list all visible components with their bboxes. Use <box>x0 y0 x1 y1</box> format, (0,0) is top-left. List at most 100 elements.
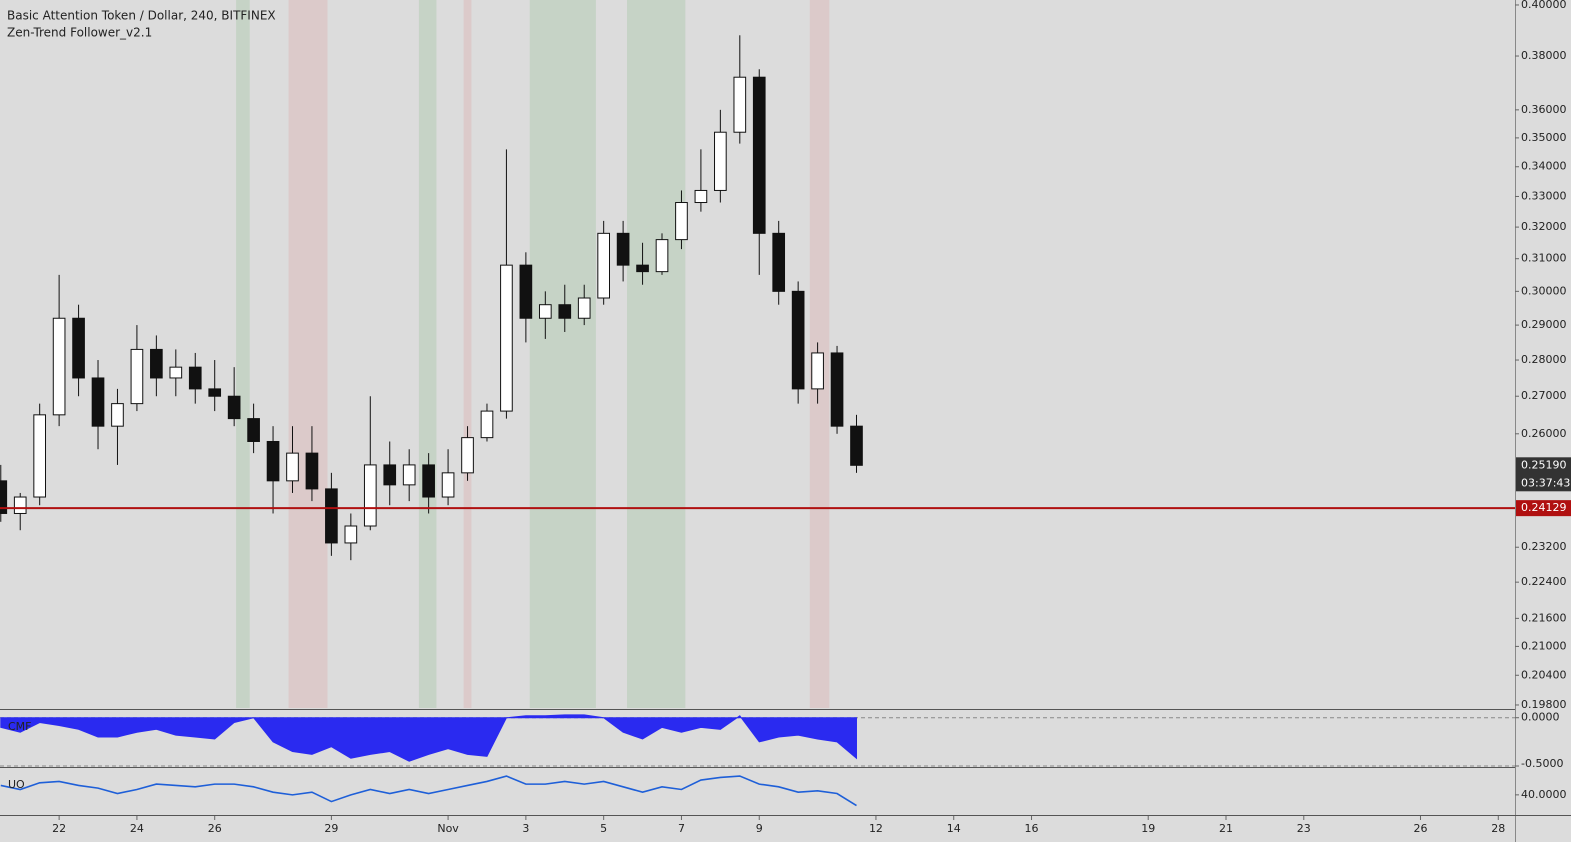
x-tick-label: 26 <box>1413 822 1427 835</box>
candle-body <box>52 317 66 416</box>
candle-body <box>422 464 435 498</box>
x-tick-label: 14 <box>947 822 961 835</box>
y-tick-label: 0.20400 <box>1521 668 1567 681</box>
x-tick-label: 9 <box>756 822 763 835</box>
x-tick-label: 24 <box>130 822 144 835</box>
x-tick-label: 5 <box>600 822 607 835</box>
candle-body <box>33 414 47 498</box>
candle-body <box>91 377 105 427</box>
y-tick-label: 0.0000 <box>1521 711 1560 724</box>
candle-body <box>636 264 649 273</box>
y-tick-label: 0.21600 <box>1521 611 1567 624</box>
price-line-label: 0.24129 <box>1521 501 1567 514</box>
x-tick-label: 19 <box>1141 822 1155 835</box>
candle-body <box>461 437 474 474</box>
y-tick-label: 0.38000 <box>1521 49 1567 62</box>
y-tick-label: 0.33000 <box>1521 189 1567 202</box>
y-tick-label: 40.0000 <box>1521 788 1567 801</box>
y-tick-label: 0.40000 <box>1521 0 1567 11</box>
y-tick-label: 0.31000 <box>1521 252 1567 265</box>
y-tick-label: 0.23200 <box>1521 540 1567 553</box>
candle-body <box>305 452 319 490</box>
trend-zone <box>288 0 328 708</box>
pane-label: CMF <box>8 720 32 733</box>
price-line-tag <box>1516 500 1571 517</box>
indicator-name: Zen-Trend Follower_v2.1 <box>7 26 152 40</box>
candle-body <box>811 352 824 390</box>
candle-body <box>0 480 8 514</box>
plot <box>0 0 1515 807</box>
y-tick-label: 0.22400 <box>1521 575 1567 588</box>
y-tick-label: 0.26000 <box>1521 427 1567 440</box>
candle-body <box>441 472 455 498</box>
candle-body <box>325 488 338 544</box>
x-tick-label: 16 <box>1025 822 1039 835</box>
candle-body <box>402 464 416 486</box>
candle-body <box>247 418 260 442</box>
trend-zone <box>529 0 596 708</box>
chart-title: Basic Attention Token / Dollar, 240, BIT… <box>7 9 276 23</box>
candle-body <box>752 76 766 234</box>
candle-body <box>188 366 202 390</box>
cmf-area <box>0 714 857 762</box>
candle-body <box>500 264 513 412</box>
candle-body <box>72 317 85 379</box>
candle-body <box>266 440 280 482</box>
last-price-tag <box>1516 457 1571 492</box>
last-price-label: 0.25190 <box>1521 458 1567 471</box>
candle-body <box>577 297 591 319</box>
y-tick-label: -0.5000 <box>1521 757 1563 770</box>
x-tick-label: 22 <box>52 822 66 835</box>
trend-zone <box>463 0 472 708</box>
y-tick-label: 0.27000 <box>1521 389 1567 402</box>
candle-body <box>130 348 144 405</box>
candle-body <box>208 388 222 397</box>
candle-body <box>675 202 688 241</box>
candle-body <box>597 232 611 299</box>
y-tick-label: 0.35000 <box>1521 131 1567 144</box>
x-tick-label: 7 <box>678 822 685 835</box>
y-tick-label: 0.34000 <box>1521 160 1567 173</box>
y-tick-label: 0.21000 <box>1521 639 1567 652</box>
candle-body <box>169 366 183 379</box>
x-tick-label: Nov <box>437 822 459 835</box>
y-tick-label: 0.28000 <box>1521 353 1567 366</box>
candle-body <box>363 464 377 527</box>
x-tick-label: 29 <box>324 822 338 835</box>
candle-body <box>772 232 786 292</box>
price-axis-bg <box>1515 0 1571 842</box>
y-tick-label: 0.36000 <box>1521 103 1567 116</box>
candle-body <box>519 264 533 319</box>
candle-body <box>830 352 844 427</box>
candle-body <box>538 304 552 319</box>
trend-zone <box>236 0 250 708</box>
x-tick-label: 28 <box>1491 822 1505 835</box>
trend-zone <box>627 0 686 708</box>
x-tick-label: 12 <box>869 822 883 835</box>
candle-body <box>558 304 572 319</box>
x-tick-label: 3 <box>522 822 529 835</box>
candle-body <box>655 239 669 273</box>
candle-body <box>694 189 708 204</box>
countdown: 03:37:43 <box>1521 476 1570 489</box>
pane-label: UO <box>8 778 25 791</box>
trend-zone <box>418 0 437 708</box>
candle-body <box>344 525 358 544</box>
candle-body <box>616 232 630 266</box>
y-tick-label: 0.19800 <box>1521 698 1567 711</box>
candle-body <box>111 403 124 427</box>
candle-body <box>791 290 805 390</box>
uo-line <box>0 775 857 807</box>
x-tick-label: 21 <box>1219 822 1233 835</box>
candle-body <box>714 131 727 191</box>
candle-body <box>13 496 27 514</box>
candle-body <box>150 348 163 379</box>
candle-body <box>227 395 241 420</box>
x-tick-label: 23 <box>1297 822 1311 835</box>
candle-body <box>733 76 747 133</box>
y-tick-label: 0.32000 <box>1521 220 1567 233</box>
candle-body <box>383 464 397 486</box>
candle-body <box>286 452 299 482</box>
candle-body <box>850 425 863 466</box>
